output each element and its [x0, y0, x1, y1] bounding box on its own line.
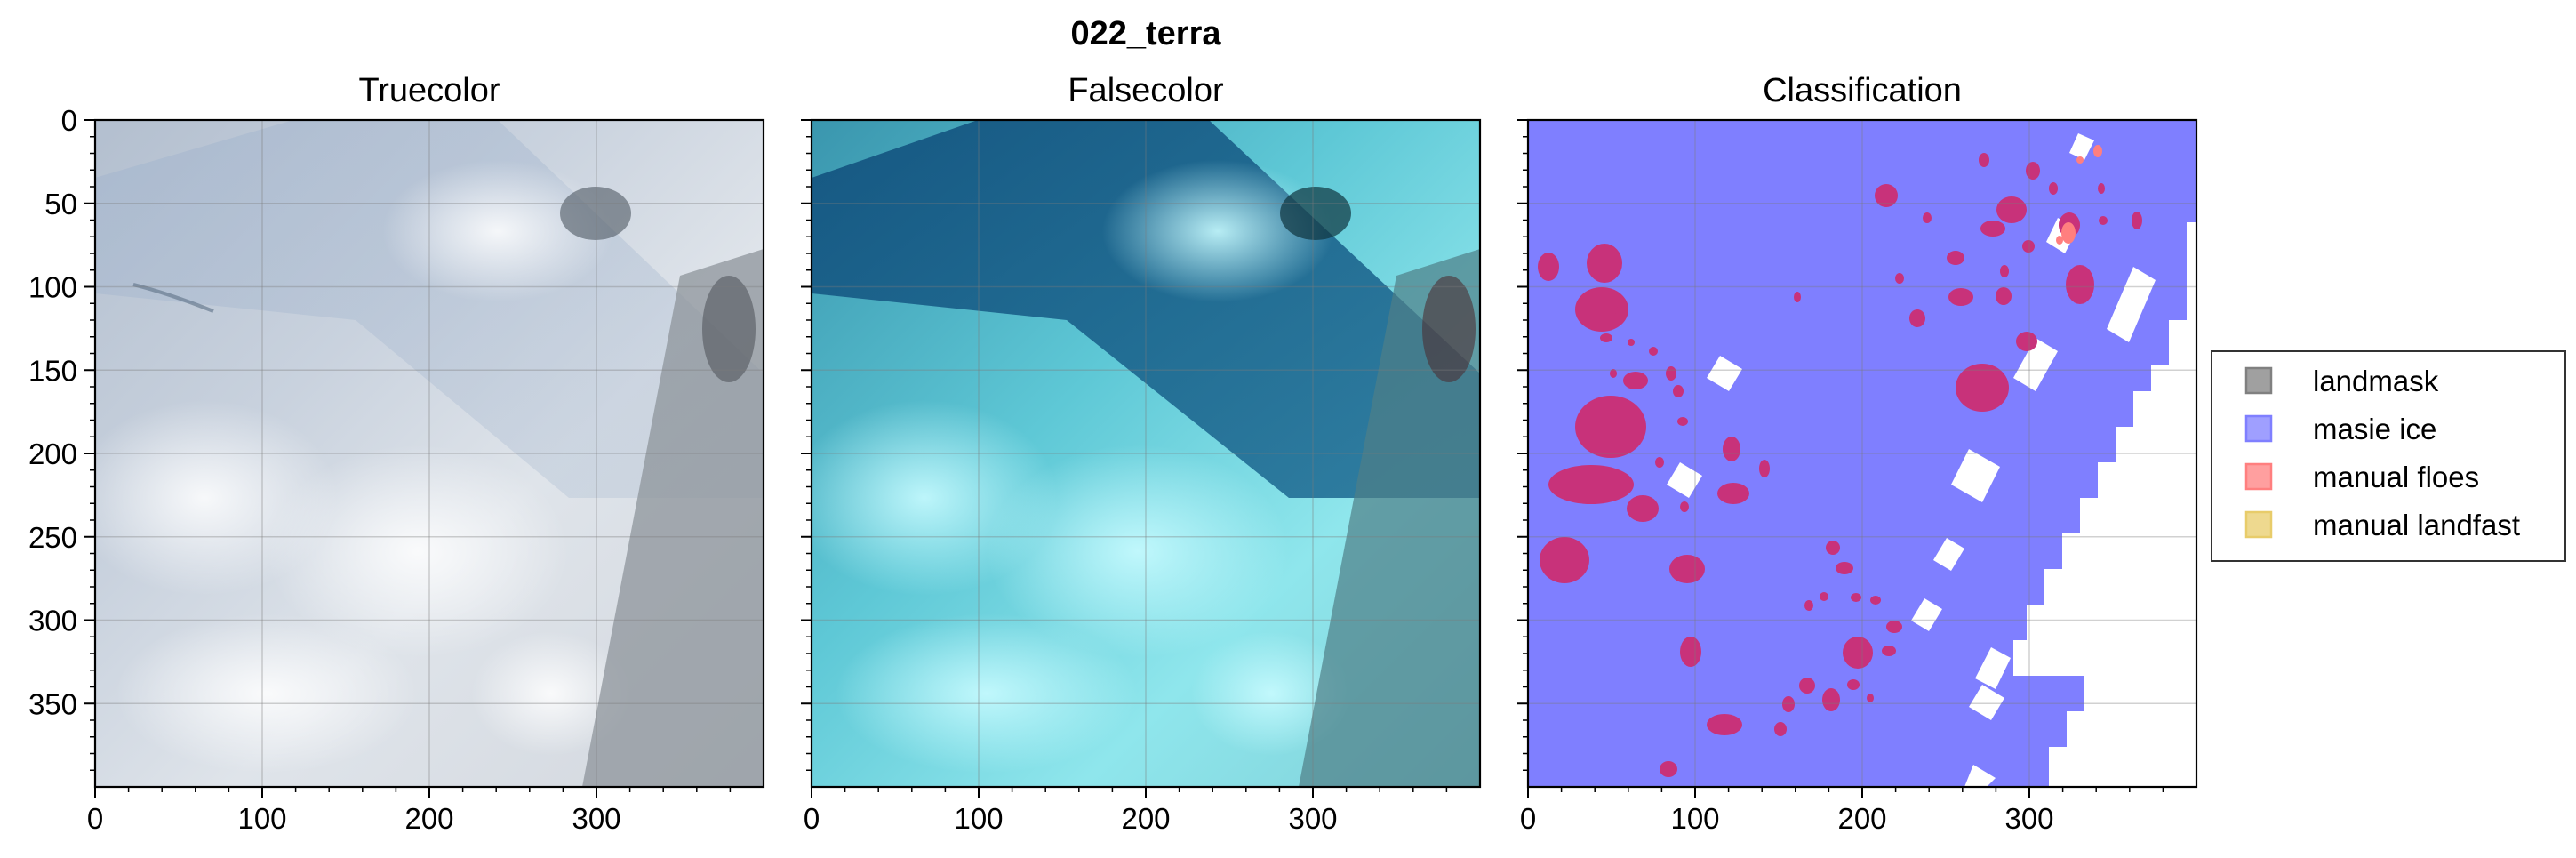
legend-item: manual floes: [2244, 461, 2479, 493]
legend-label: manual floes: [2313, 461, 2479, 493]
x-tick-label: 200: [1121, 802, 1170, 835]
x-tick-label: 200: [1837, 802, 1886, 835]
masie-ice-region: [1528, 120, 2196, 787]
y-tick-label: 200: [28, 437, 77, 470]
classification-map: [1528, 120, 2196, 787]
x-tick-label: 300: [1288, 802, 1337, 835]
x-tick-label: 100: [1670, 802, 1719, 835]
y-tick-label: 300: [28, 605, 77, 637]
panel-title-truecolor: Truecolor: [358, 72, 500, 109]
y-tick-label: 250: [28, 521, 77, 554]
x-tick-label: 300: [2004, 802, 2053, 835]
panel-title-falsecolor: Falsecolor: [1068, 72, 1224, 109]
x-tick-label: 0: [87, 802, 103, 835]
x-tick-label: 200: [404, 802, 453, 835]
panel-classification: Classification: [1528, 72, 2196, 787]
y-tick-label: 0: [61, 104, 77, 137]
figure-title: 022_terra: [1070, 15, 1221, 52]
axes-1: 0 100 200 300 0 50 100 150 200 250 300 350: [28, 104, 765, 835]
y-tick-label: 350: [28, 687, 77, 720]
y-tick-label: 100: [28, 271, 77, 304]
falsecolor-image: [812, 120, 1480, 787]
legend-label: manual landfast: [2313, 509, 2520, 541]
axes-3: 0 100 200 300: [1517, 118, 2198, 835]
legend-item: masie ice: [2244, 413, 2436, 445]
x-tick-label: 0: [1520, 802, 1536, 835]
legend-label: landmask: [2313, 365, 2439, 397]
x-tick-label: 100: [954, 802, 1003, 835]
truecolor-image: [95, 120, 764, 787]
y-tick-label: 50: [44, 188, 77, 221]
legend: landmask masie ice manual floes manual land…: [2211, 350, 2566, 562]
y-tick-label: 150: [28, 354, 77, 387]
legend-swatch: [2244, 462, 2273, 491]
x-tick-label: 100: [237, 802, 286, 835]
axes-2: 0 100 200 300: [801, 118, 1482, 835]
legend-label: masie ice: [2313, 413, 2436, 445]
x-tick-label: 300: [572, 802, 620, 835]
legend-item: manual landfast: [2244, 509, 2520, 541]
legend-swatch: [2244, 510, 2273, 539]
legend-swatch: [2244, 414, 2273, 443]
manual-floes: [1538, 153, 2142, 777]
manual-floes-white-area: [2056, 145, 2102, 245]
panel-falsecolor: Falsecolor: [812, 72, 1480, 787]
x-tick-label: 0: [804, 802, 820, 835]
panel-title-classification: Classification: [1763, 72, 1962, 109]
legend-swatch: [2244, 366, 2273, 395]
panel-truecolor: Truecolor: [95, 72, 764, 787]
legend-item: landmask: [2244, 365, 2439, 397]
